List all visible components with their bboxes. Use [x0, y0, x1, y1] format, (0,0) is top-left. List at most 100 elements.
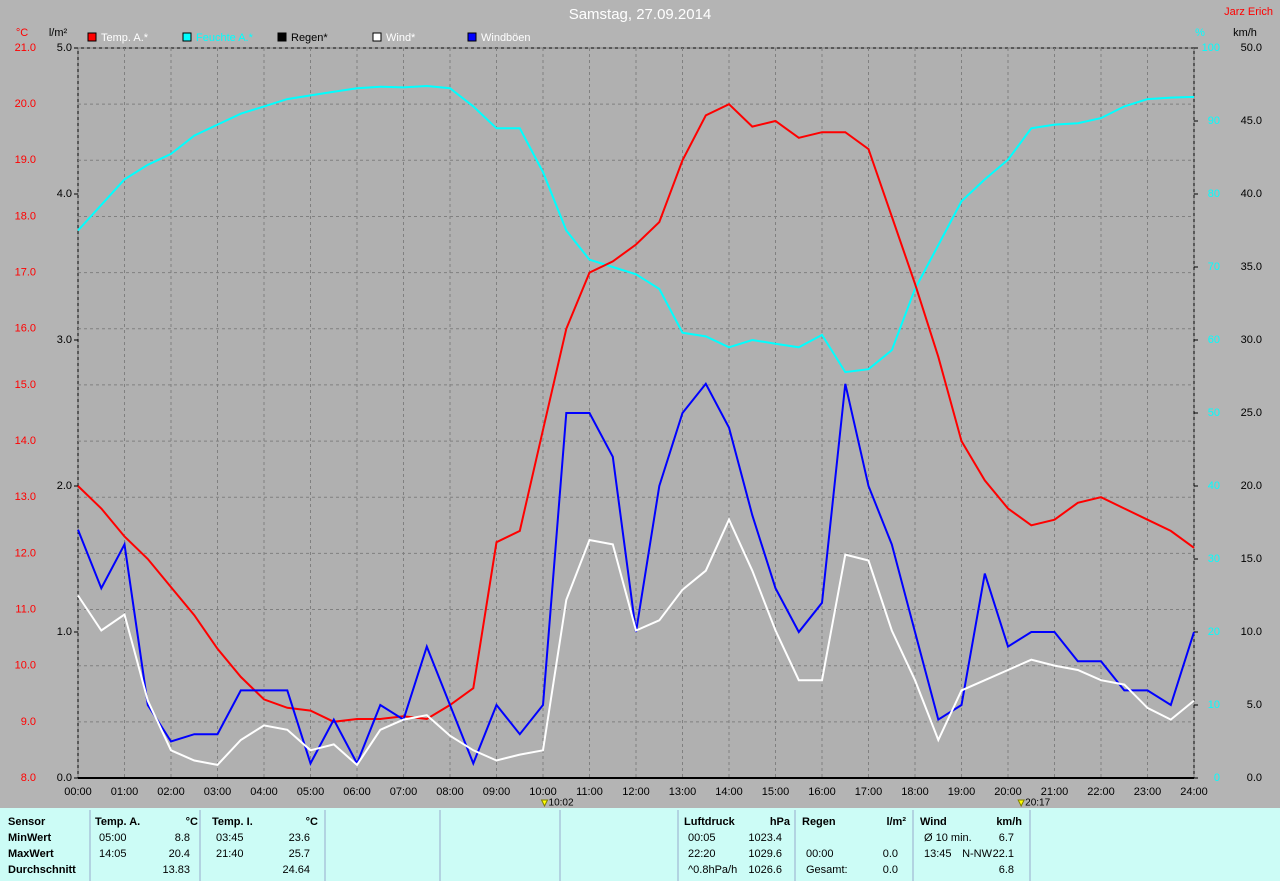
- annotation-marker: [1017, 799, 1025, 808]
- series-line: [77, 381, 1195, 767]
- legend-swatch: [372, 32, 382, 42]
- annotation-label: 10:02: [549, 798, 574, 809]
- annotation-label: 20:17: [1025, 798, 1050, 809]
- x-tick-label: 13:00: [669, 786, 697, 798]
- y2-tick-label: 20: [1208, 626, 1220, 638]
- rain-axis-label: l/m²: [49, 27, 68, 39]
- y-tick-label: 17.0: [15, 267, 36, 279]
- panel-title: Temp. I.: [212, 816, 253, 828]
- x-tick-label: 06:00: [343, 786, 371, 798]
- cell-value: 1023.4: [748, 832, 782, 844]
- author: Jarz Erich: [1224, 6, 1273, 18]
- panel-unit: °C: [306, 816, 318, 828]
- panel-unit: hPa: [770, 816, 791, 828]
- legend-label: Temp. A.*: [101, 32, 149, 44]
- y-tick-label: 16.0: [15, 323, 36, 335]
- x-tick-label: 19:00: [948, 786, 976, 798]
- rain-tick-label: 5.0: [57, 42, 72, 54]
- y3-tick-label: 0.0: [1247, 772, 1262, 784]
- cell-value: 1026.6: [748, 864, 782, 876]
- rain-tick-label: 2.0: [57, 480, 72, 492]
- cell-value: 24.64: [282, 864, 310, 876]
- y2-tick-label: 30: [1208, 553, 1220, 565]
- series-line: [77, 102, 1195, 723]
- y-tick-label: 12.0: [15, 547, 36, 559]
- y-tick-label: 8.0: [21, 772, 36, 784]
- cell-value: 0.0: [883, 864, 898, 876]
- y3-tick-label: 45.0: [1241, 115, 1262, 127]
- rain-tick-label: 0.0: [57, 772, 72, 784]
- cell-value: 6.8: [999, 864, 1014, 876]
- panel-unit: l/m²: [886, 816, 906, 828]
- cell-value: 6.7: [999, 832, 1014, 844]
- panel-title: Luftdruck: [684, 816, 736, 828]
- cell-time: 03:45: [216, 832, 244, 844]
- y-tick-label: 13.0: [15, 491, 36, 503]
- y2-tick-label: 100: [1202, 42, 1220, 54]
- x-tick-label: 10:00: [529, 786, 557, 798]
- x-tick-label: 23:00: [1134, 786, 1162, 798]
- cell-time: 00:00: [806, 848, 834, 860]
- legend-label: Windböen: [481, 32, 531, 44]
- x-tick-label: 24:00: [1180, 786, 1208, 798]
- cell-value: 23.6: [289, 832, 310, 844]
- x-tick-label: 02:00: [157, 786, 185, 798]
- x-tick-label: 22:00: [1087, 786, 1115, 798]
- y2-tick-label: 40: [1208, 480, 1220, 492]
- x-tick-label: 21:00: [1041, 786, 1069, 798]
- cell-value: 13.83: [162, 864, 190, 876]
- cell-time: 13:45: [924, 848, 952, 860]
- legend-swatch: [277, 32, 287, 42]
- x-tick-label: 08:00: [436, 786, 464, 798]
- rain-tick-label: 4.0: [57, 188, 72, 200]
- chart-title: Samstag, 27.09.2014: [569, 6, 712, 23]
- x-tick-label: 20:00: [994, 786, 1022, 798]
- y-tick-label: 21.0: [15, 42, 36, 54]
- legend-label: Regen*: [291, 32, 328, 44]
- y2-axis-label: %: [1195, 27, 1205, 39]
- y2-tick-label: 90: [1208, 115, 1220, 127]
- panel-title: Wind: [920, 816, 947, 828]
- annotation-marker: [540, 799, 549, 808]
- y-tick-label: 15.0: [15, 379, 36, 391]
- rain-tick-label: 1.0: [57, 626, 72, 638]
- legend-swatch: [182, 32, 192, 42]
- cell-time: Gesamt:: [806, 864, 848, 876]
- series-line: [77, 84, 1195, 374]
- y3-tick-label: 40.0: [1241, 188, 1262, 200]
- y2-tick-label: 50: [1208, 407, 1220, 419]
- legend-label: Wind*: [386, 32, 416, 44]
- panel-unit: °C: [186, 816, 198, 828]
- y3-axis-label: km/h: [1233, 27, 1257, 39]
- series-line: [77, 517, 1195, 767]
- cell-time: 14:05: [99, 848, 127, 860]
- x-tick-label: 05:00: [297, 786, 325, 798]
- stats-panel: [0, 808, 1280, 881]
- y3-tick-label: 50.0: [1241, 42, 1262, 54]
- x-tick-label: 15:00: [762, 786, 790, 798]
- row-label: MaxWert: [8, 848, 54, 860]
- cell-time: 05:00: [99, 832, 127, 844]
- y-tick-label: 9.0: [21, 716, 36, 728]
- x-tick-label: 09:00: [483, 786, 511, 798]
- y3-tick-label: 5.0: [1247, 699, 1262, 711]
- legend-swatch: [467, 32, 477, 42]
- y2-tick-label: 80: [1208, 188, 1220, 200]
- y3-tick-label: 15.0: [1241, 553, 1262, 565]
- cell-time: 21:40: [216, 848, 244, 860]
- cell-time: 22:20: [688, 848, 716, 860]
- y2-tick-label: 10: [1208, 699, 1220, 711]
- x-tick-label: 00:00: [64, 786, 92, 798]
- y-tick-label: 20.0: [15, 98, 36, 110]
- x-tick-label: 14:00: [715, 786, 743, 798]
- cell-value: 1029.6: [748, 848, 782, 860]
- cell-direction: N-NW: [962, 848, 993, 860]
- y2-tick-label: 70: [1208, 261, 1220, 273]
- y2-tick-label: 60: [1208, 334, 1220, 346]
- legend-label: Feuchte A.*: [196, 32, 254, 44]
- y-axis-label: °C: [16, 27, 28, 39]
- cell-time: Ø 10 min.: [924, 832, 972, 844]
- row-label: MinWert: [8, 832, 52, 844]
- y3-tick-label: 10.0: [1241, 626, 1262, 638]
